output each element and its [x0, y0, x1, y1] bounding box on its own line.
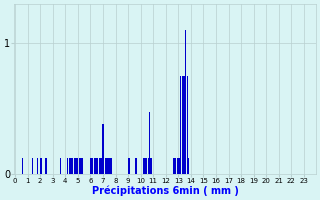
- Bar: [106, 158, 107, 174]
- Bar: [128, 158, 129, 174]
- Bar: [181, 76, 183, 174]
- Bar: [74, 158, 75, 174]
- Bar: [76, 158, 77, 174]
- Bar: [75, 158, 76, 174]
- Bar: [81, 158, 82, 174]
- Bar: [179, 158, 180, 174]
- Bar: [144, 158, 145, 174]
- Bar: [96, 158, 97, 174]
- Bar: [105, 158, 106, 174]
- Bar: [188, 158, 189, 174]
- Bar: [147, 158, 148, 174]
- X-axis label: Précipitations 6min ( mm ): Précipitations 6min ( mm ): [92, 185, 239, 196]
- Bar: [37, 158, 38, 174]
- Bar: [183, 76, 184, 174]
- Bar: [148, 158, 149, 174]
- Bar: [41, 158, 42, 174]
- Bar: [60, 158, 61, 174]
- Bar: [143, 158, 144, 174]
- Bar: [45, 158, 46, 174]
- Bar: [136, 158, 137, 174]
- Bar: [72, 158, 73, 174]
- Bar: [185, 30, 186, 174]
- Bar: [70, 158, 71, 174]
- Bar: [79, 158, 80, 174]
- Bar: [32, 158, 33, 174]
- Bar: [150, 158, 151, 174]
- Bar: [80, 158, 81, 174]
- Bar: [149, 112, 150, 174]
- Bar: [173, 158, 174, 174]
- Bar: [22, 158, 23, 174]
- Bar: [101, 158, 102, 174]
- Bar: [184, 76, 185, 174]
- Bar: [135, 158, 136, 174]
- Bar: [68, 158, 70, 174]
- Bar: [174, 158, 175, 174]
- Bar: [94, 158, 95, 174]
- Bar: [109, 158, 110, 174]
- Bar: [71, 158, 72, 174]
- Bar: [46, 158, 47, 174]
- Bar: [187, 76, 188, 174]
- Bar: [97, 158, 99, 174]
- Bar: [178, 158, 179, 174]
- Bar: [40, 158, 41, 174]
- Bar: [145, 158, 146, 174]
- Bar: [95, 158, 96, 174]
- Bar: [111, 158, 112, 174]
- Bar: [129, 158, 130, 174]
- Bar: [67, 158, 68, 174]
- Bar: [91, 158, 92, 174]
- Bar: [151, 158, 153, 174]
- Bar: [180, 76, 181, 174]
- Bar: [92, 158, 93, 174]
- Bar: [77, 158, 78, 174]
- Bar: [99, 158, 100, 174]
- Bar: [175, 158, 176, 174]
- Bar: [110, 158, 111, 174]
- Bar: [100, 158, 101, 174]
- Bar: [177, 158, 178, 174]
- Bar: [82, 158, 84, 174]
- Bar: [90, 158, 91, 174]
- Bar: [102, 124, 104, 174]
